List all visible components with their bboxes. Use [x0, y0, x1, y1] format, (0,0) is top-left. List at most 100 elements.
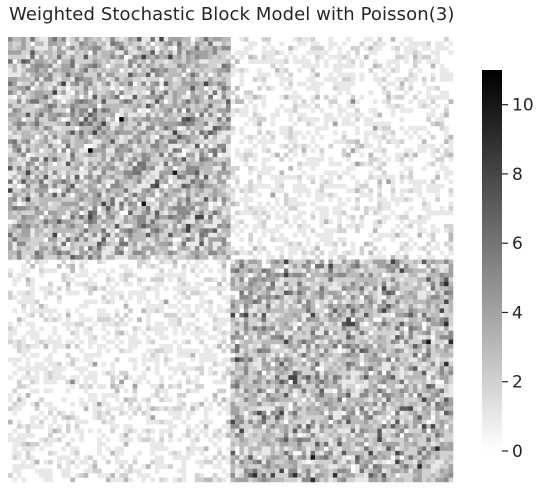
heatmap-cell [70, 246, 75, 251]
heatmap-cell [310, 286, 316, 291]
heatmap-cell [92, 228, 98, 234]
heatmap-cell [243, 344, 249, 349]
heatmap-cell [12, 197, 18, 202]
heatmap-cell [137, 157, 142, 162]
heatmap-cell [315, 321, 320, 327]
heatmap-cell [70, 188, 75, 193]
heatmap-cell [368, 272, 374, 278]
heatmap-cell [70, 263, 75, 269]
heatmap-cell [123, 108, 129, 113]
heatmap-cell [145, 85, 151, 91]
heatmap-cell [70, 330, 75, 336]
heatmap-cell [119, 192, 124, 198]
heatmap-cell [221, 126, 227, 131]
heatmap-cell [8, 134, 13, 140]
heatmap-cell [110, 54, 116, 60]
heatmap-cell [239, 228, 245, 234]
heatmap-cell [12, 237, 18, 242]
heatmap-cell [386, 103, 391, 109]
heatmap-cell [61, 59, 67, 64]
heatmap-cell [266, 330, 271, 336]
heatmap-cell [346, 215, 351, 220]
heatmap-cell [137, 228, 142, 234]
heatmap-cell [404, 232, 409, 238]
heatmap-cell [372, 126, 378, 131]
heatmap-cell [119, 143, 124, 149]
heatmap-cell [39, 174, 44, 180]
heatmap-cell [172, 326, 178, 331]
heatmap-cell [16, 192, 22, 198]
heatmap-cell [208, 166, 213, 171]
heatmap-cell [310, 148, 316, 153]
heatmap-cell [163, 121, 169, 127]
heatmap-cell [34, 210, 40, 216]
heatmap-cell [444, 37, 449, 42]
heatmap-cell [199, 223, 205, 229]
heatmap-cell [159, 308, 164, 314]
heatmap-cell [186, 183, 191, 189]
heatmap-cell [194, 130, 200, 136]
heatmap-cell [172, 50, 178, 56]
heatmap-cell [332, 326, 338, 331]
heatmap-cell [61, 157, 67, 162]
heatmap-cell [226, 139, 231, 145]
heatmap-cell [190, 183, 196, 189]
heatmap-cell [92, 335, 98, 340]
heatmap-cell [43, 268, 49, 274]
heatmap-cell [132, 210, 138, 216]
heatmap-cell [141, 139, 147, 145]
heatmap-cell [168, 237, 173, 242]
heatmap-cell [386, 139, 391, 145]
heatmap-cell [30, 130, 35, 136]
heatmap-cell [137, 143, 142, 149]
heatmap-cell [323, 304, 329, 309]
heatmap-cell [132, 37, 138, 42]
heatmap-cell [48, 139, 53, 145]
heatmap-cell [56, 201, 62, 207]
heatmap-cell [39, 308, 44, 314]
heatmap-cell [61, 188, 67, 193]
heatmap-cell [123, 228, 129, 234]
heatmap-cell [430, 281, 436, 287]
heatmap-cell [208, 108, 213, 113]
heatmap-cell [92, 50, 98, 56]
heatmap-cell [230, 201, 236, 207]
heatmap-cell [132, 121, 138, 127]
heatmap-cell [364, 45, 369, 51]
heatmap-cell [92, 250, 98, 256]
heatmap-cell [279, 344, 285, 349]
heatmap-cell [101, 188, 107, 193]
heatmap-cell [79, 108, 84, 113]
heatmap-cell [43, 179, 49, 185]
heatmap-cell [261, 277, 267, 282]
heatmap-cell [181, 85, 187, 91]
heatmap-cell [239, 37, 245, 42]
heatmap-cell [332, 206, 338, 211]
heatmap-cell [444, 90, 449, 96]
heatmap-cell [110, 68, 116, 73]
heatmap-cell [39, 197, 44, 202]
heatmap-cell [132, 166, 138, 171]
heatmap-cell [186, 166, 191, 171]
heatmap-cell [408, 72, 414, 78]
heatmap-cell [323, 335, 329, 340]
heatmap-cell [97, 232, 102, 238]
heatmap-cell [159, 90, 164, 96]
heatmap-cell [341, 330, 347, 336]
heatmap-cell [39, 246, 44, 251]
heatmap-cell [194, 290, 200, 296]
heatmap-cell [177, 148, 182, 153]
heatmap-cell [119, 108, 124, 113]
heatmap-cell [150, 304, 156, 309]
heatmap-cell [315, 45, 320, 51]
heatmap-cell [203, 143, 209, 149]
heatmap-cell [172, 139, 178, 145]
heatmap-cell [306, 321, 311, 327]
heatmap-cell [128, 179, 133, 185]
heatmap-cell [74, 170, 80, 176]
heatmap-cell [61, 166, 67, 171]
heatmap-cell [21, 206, 27, 211]
heatmap-cell [292, 197, 298, 202]
heatmap-cell [128, 139, 133, 145]
heatmap-cell [48, 166, 53, 171]
